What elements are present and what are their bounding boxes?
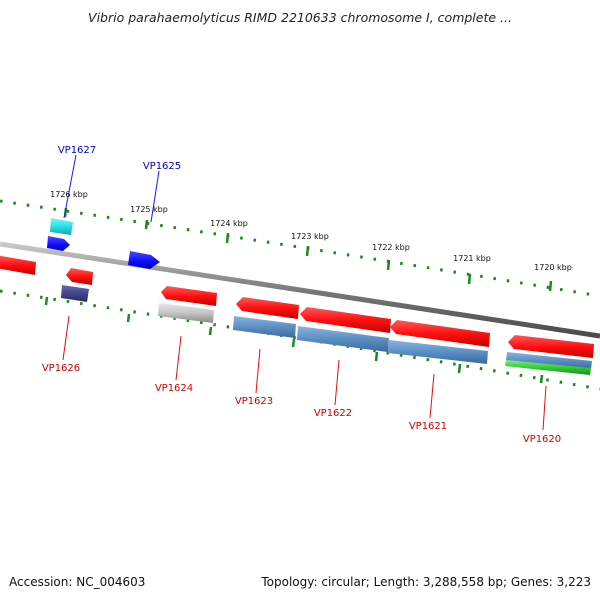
gene-label-vp1620[interactable]: VP1620 <box>523 434 561 445</box>
inner-major-ticks <box>44 296 544 384</box>
upper-leader-lines <box>63 154 160 223</box>
scale-label: 1720 kbp <box>534 263 572 272</box>
scale-label: 1721 kbp <box>453 254 491 263</box>
scale-label: 1723 kbp <box>291 232 329 241</box>
scale-label: 1726 kbp <box>50 190 88 199</box>
gene-label-vp1623[interactable]: VP1623 <box>235 396 273 407</box>
gene-vp1623-red[interactable] <box>236 297 299 319</box>
gene-vp1627[interactable] <box>47 236 70 251</box>
gene-label-vp1622[interactable]: VP1622 <box>314 408 352 419</box>
scale-label: 1722 kbp <box>372 243 410 252</box>
accession-text: Accession: NC_004603 <box>9 575 146 589</box>
gene-label-vp1625[interactable]: VP1625 <box>143 161 181 172</box>
gene-cyan-1[interactable] <box>50 218 73 235</box>
gene-vp1623-blue[interactable] <box>233 316 296 338</box>
gene-label-vp1621[interactable]: VP1621 <box>409 421 447 432</box>
gene-red-small[interactable] <box>66 268 93 285</box>
gene-vp1620-red[interactable] <box>508 335 594 358</box>
gene-vp1622-blue[interactable] <box>297 326 389 352</box>
reverse-genes[interactable] <box>0 255 594 375</box>
gene-vp1620-green[interactable] <box>505 360 591 375</box>
gene-label-vp1624[interactable]: VP1624 <box>155 383 193 394</box>
gene-vp1621-blue[interactable] <box>388 340 488 364</box>
map-title: Vibrio parahaemolyticus RIMD 2210633 chr… <box>88 10 512 25</box>
lower-leader-lines <box>62 315 547 431</box>
gene-vp1625[interactable] <box>128 251 160 269</box>
gene-vp1621-red[interactable] <box>390 320 490 347</box>
gene-vp1620-blue[interactable] <box>506 352 592 369</box>
gene-label-vp1626[interactable]: VP1626 <box>42 363 80 374</box>
gene-red-left[interactable] <box>0 255 36 275</box>
outer-major-ticks <box>63 207 553 292</box>
gene-vp1626[interactable] <box>61 285 89 302</box>
chromosome-backbone <box>0 241 600 339</box>
scale-label: 1724 kbp <box>210 219 248 228</box>
gene-vp1624-red[interactable] <box>161 286 217 306</box>
forward-genes[interactable] <box>47 218 160 269</box>
gene-label-vp1627[interactable]: VP1627 <box>58 145 96 156</box>
gene-vp1622-red[interactable] <box>300 307 391 333</box>
genome-summary-text: Topology: circular; Length: 3,288,558 bp… <box>261 575 591 589</box>
scale-label: 1725 kbp <box>130 205 168 214</box>
gene-vp1624-gray[interactable] <box>158 303 214 323</box>
